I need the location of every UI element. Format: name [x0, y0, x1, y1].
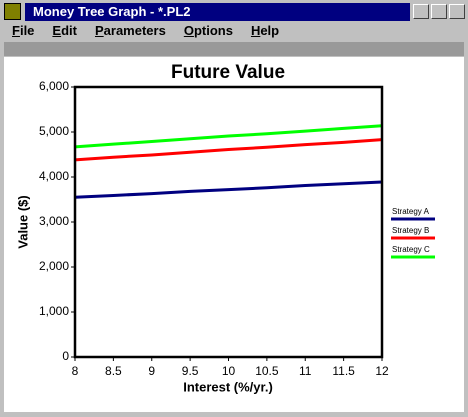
y-tick-label: 6,000	[39, 79, 69, 93]
close-button[interactable]	[449, 4, 465, 19]
x-tick-label: 12	[375, 364, 389, 378]
series-line	[74, 180, 383, 199]
x-tick-label: 8	[72, 364, 79, 378]
x-tick-label: 11	[299, 364, 312, 378]
legend-label: Strategy A	[392, 207, 430, 216]
menu-item[interactable]: Options	[183, 23, 233, 38]
app-icon[interactable]	[4, 3, 21, 20]
toolbar-strip	[4, 42, 464, 56]
y-tick-label: 5,000	[39, 124, 69, 138]
x-axis-label: Interest (%/yr.)	[183, 379, 273, 394]
series-line	[74, 124, 383, 149]
y-tick-label: 4,000	[39, 169, 69, 183]
y-tick-label: 3,000	[39, 214, 69, 228]
x-tick-label: 9	[148, 364, 155, 378]
x-tick-label: 10.5	[255, 364, 279, 378]
x-tick-label: 10	[222, 364, 236, 378]
series-line	[74, 138, 383, 162]
maximize-button[interactable]	[431, 4, 447, 19]
x-tick-label: 11.5	[332, 364, 355, 378]
y-axis-label: Value ($)	[15, 195, 30, 248]
chart-background	[4, 57, 464, 412]
y-tick-label: 0	[62, 349, 69, 363]
legend-label: Strategy C	[392, 245, 430, 254]
x-tick-label: 9.5	[182, 364, 199, 378]
plot-frame	[73, 85, 384, 359]
menu-item[interactable]: Parameters	[94, 23, 166, 38]
legend-label: Strategy B	[392, 226, 429, 235]
chart-title: Future Value	[171, 62, 285, 83]
menu-item[interactable]: Help	[250, 23, 280, 38]
x-tick-label: 8.5	[105, 364, 122, 378]
menu-item[interactable]: Edit	[52, 23, 77, 38]
minimize-button[interactable]	[413, 4, 429, 19]
title-bar: Money Tree Graph - *.PL2	[25, 3, 410, 21]
y-tick-label: 2,000	[39, 259, 69, 273]
y-tick-label: 1,000	[39, 304, 69, 318]
menu-bar: File Edit Parameters Options Help	[0, 22, 468, 40]
window-title: Money Tree Graph - *.PL2	[33, 4, 191, 19]
menu-item[interactable]: File	[12, 23, 35, 38]
